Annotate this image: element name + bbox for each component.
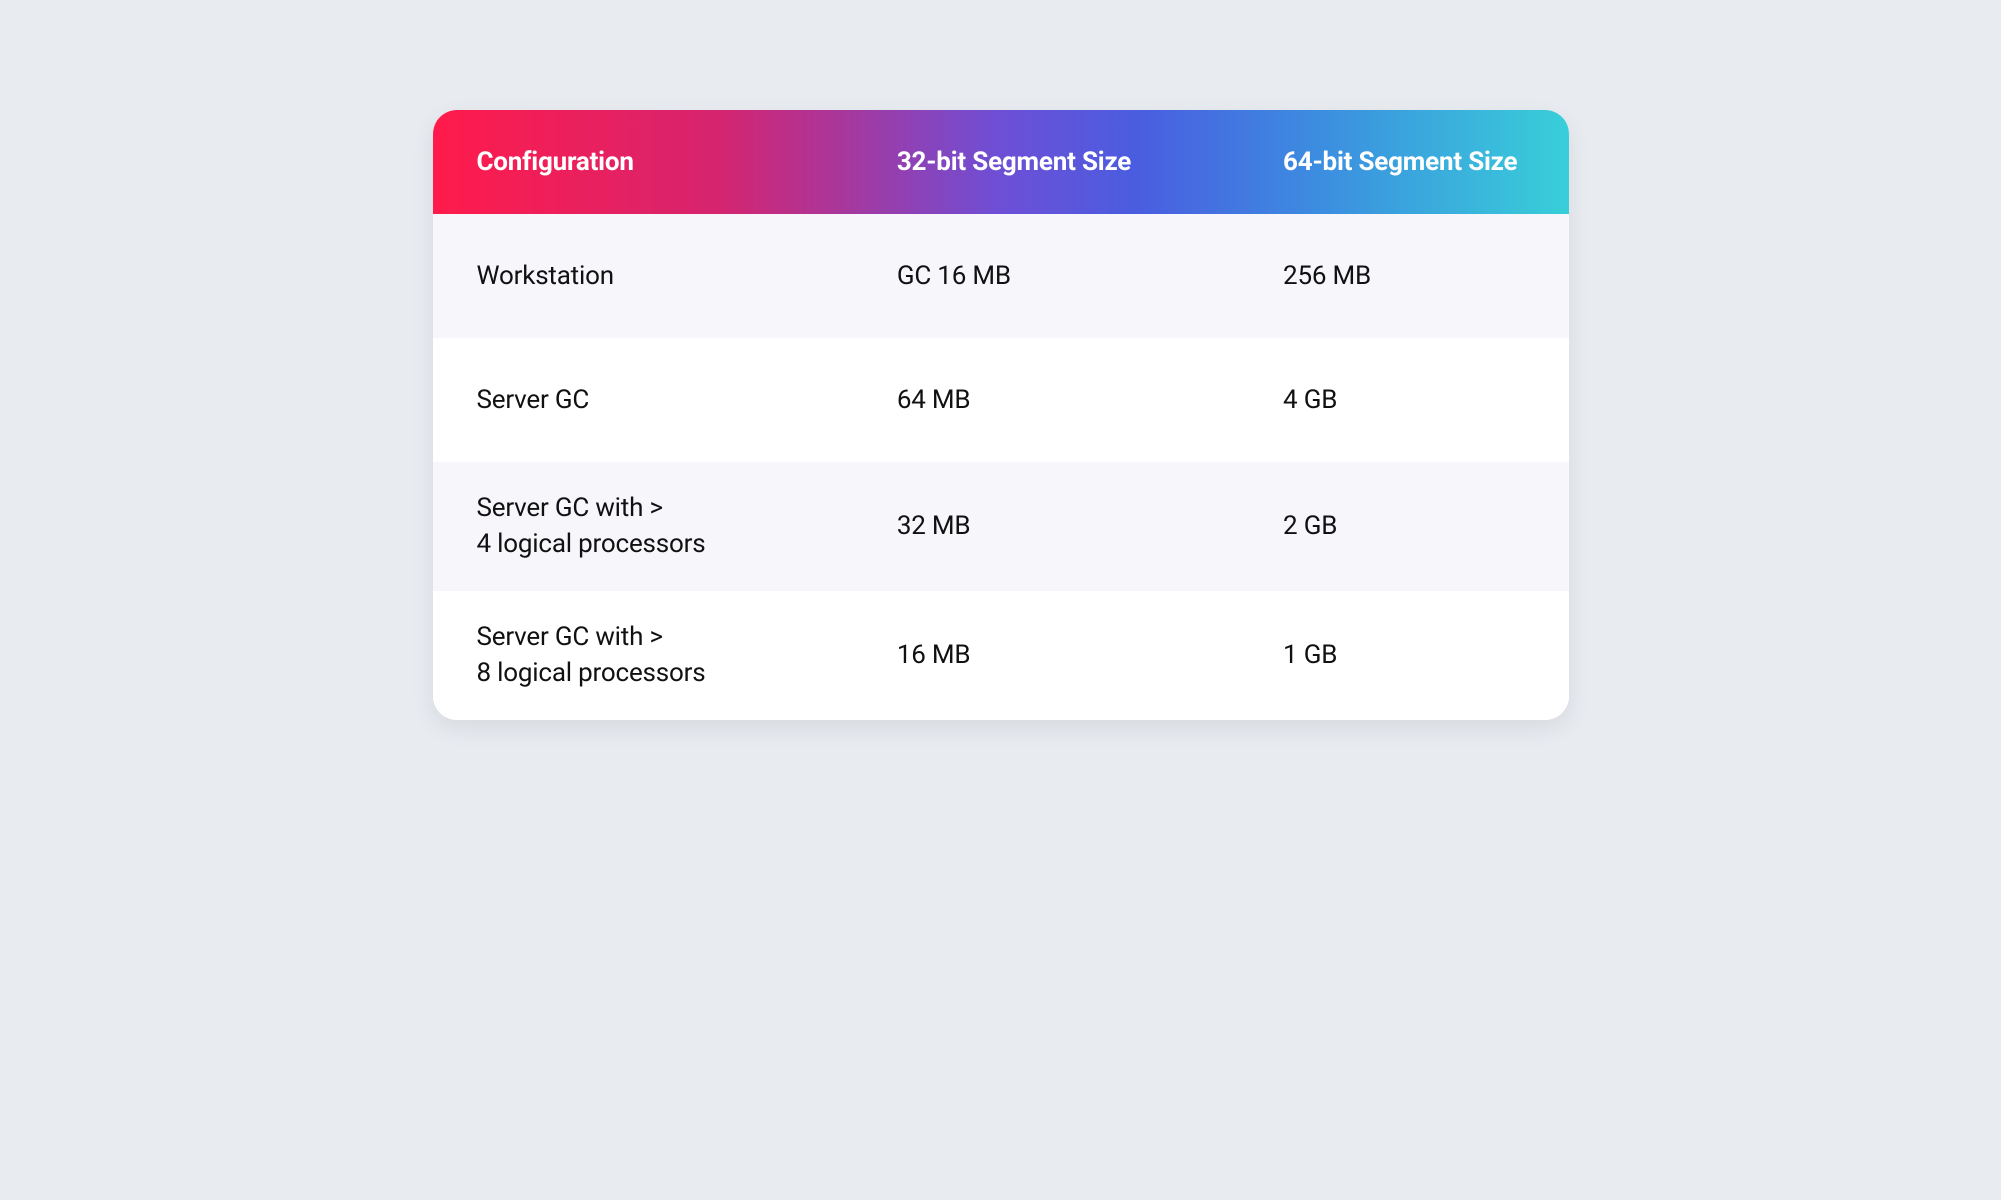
cell-32bit: 16 MB: [853, 637, 1239, 673]
table-row: Server GC with > 8 logical processors 16…: [433, 591, 1569, 720]
column-header-64bit: 64-bit Segment Size: [1239, 110, 1568, 214]
column-header-32bit: 32-bit Segment Size: [853, 110, 1239, 214]
cell-32bit: GC 16 MB: [853, 258, 1239, 294]
cell-64bit: 2 GB: [1239, 508, 1568, 544]
table-header-row: Configuration 32-bit Segment Size 64-bit…: [433, 110, 1569, 214]
cell-32bit: 64 MB: [853, 382, 1239, 418]
cell-32bit: 32 MB: [853, 508, 1239, 544]
cell-text: Workstation: [477, 258, 809, 294]
cell-configuration: Server GC: [433, 382, 853, 418]
segment-size-table: Configuration 32-bit Segment Size 64-bit…: [433, 110, 1569, 720]
table-row: Server GC 64 MB 4 GB: [433, 338, 1569, 462]
cell-configuration: Workstation: [433, 258, 853, 294]
cell-text: Server GC with >: [477, 619, 809, 655]
cell-64bit: 256 MB: [1239, 258, 1568, 294]
table-body: Workstation GC 16 MB 256 MB Server GC 64…: [433, 214, 1569, 720]
table-row: Workstation GC 16 MB 256 MB: [433, 214, 1569, 338]
cell-text: Server GC with >: [477, 490, 809, 526]
cell-64bit: 4 GB: [1239, 382, 1568, 418]
table-row: Server GC with > 4 logical processors 32…: [433, 462, 1569, 591]
cell-configuration: Server GC with > 8 logical processors: [433, 619, 853, 692]
cell-text: 8 logical processors: [477, 655, 809, 691]
cell-configuration: Server GC with > 4 logical processors: [433, 490, 853, 563]
cell-text: Server GC: [477, 382, 809, 418]
cell-64bit: 1 GB: [1239, 637, 1568, 673]
column-header-configuration: Configuration: [433, 110, 853, 214]
cell-text: 4 logical processors: [477, 526, 809, 562]
